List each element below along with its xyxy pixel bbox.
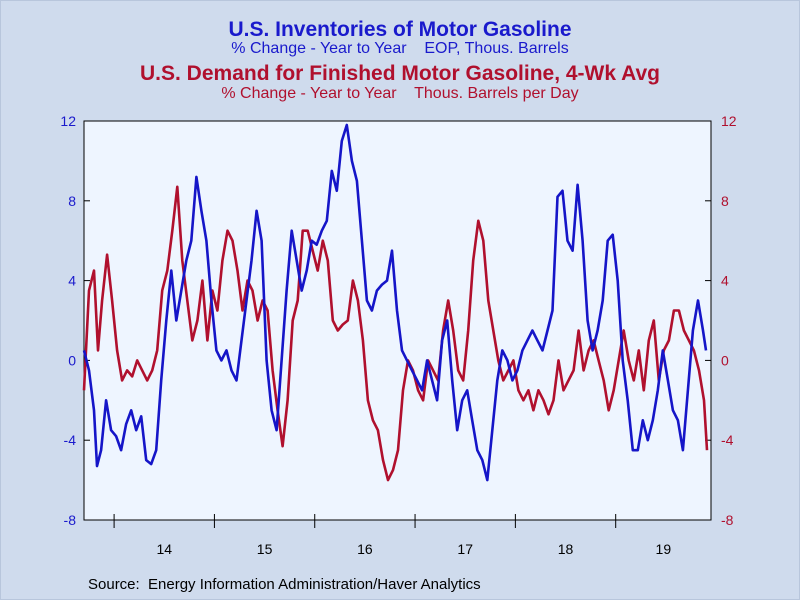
x-tick-label: 17	[457, 541, 473, 557]
x-tick-label: 15	[257, 541, 273, 557]
chart-subtitle-2: % Change - Year to Year Thous. Barrels p…	[221, 85, 579, 102]
x-tick-label: 19	[656, 541, 672, 557]
x-axis: 14 15 16 17 18 19	[113, 514, 672, 557]
left-tick-label: 0	[68, 352, 76, 368]
left-tick-label: -8	[64, 512, 77, 528]
left-tick-label: 4	[68, 273, 76, 289]
left-tick-label: 12	[60, 113, 76, 129]
chart-title: U.S. Inventories of Motor Gasoline	[228, 18, 572, 41]
x-tick-label: 14	[156, 541, 172, 557]
x-tick-label: 18	[558, 541, 574, 557]
right-axis: -8 -4 0 4 8 12	[705, 113, 737, 528]
right-tick-label: -8	[721, 512, 734, 528]
chart-title-2: U.S. Demand for Finished Motor Gasoline,…	[140, 62, 660, 85]
right-tick-label: 0	[721, 352, 729, 368]
chart-subtitle: % Change - Year to Year EOP, Thous. Barr…	[231, 40, 569, 57]
x-tick-label: 16	[357, 541, 373, 557]
demand-series-line	[82, 185, 709, 482]
left-axis: -8 -4 0 4 8 12	[60, 113, 90, 528]
right-tick-label: 12	[721, 113, 737, 129]
source-note: Source: Energy Information Administratio…	[88, 576, 481, 593]
right-tick-label: -4	[721, 432, 734, 448]
left-tick-label: 8	[68, 193, 76, 209]
right-tick-label: 8	[721, 193, 729, 209]
inventories-series-line	[82, 123, 708, 482]
right-tick-label: 4	[721, 273, 729, 289]
left-tick-label: -4	[64, 432, 77, 448]
series-group	[82, 123, 709, 482]
